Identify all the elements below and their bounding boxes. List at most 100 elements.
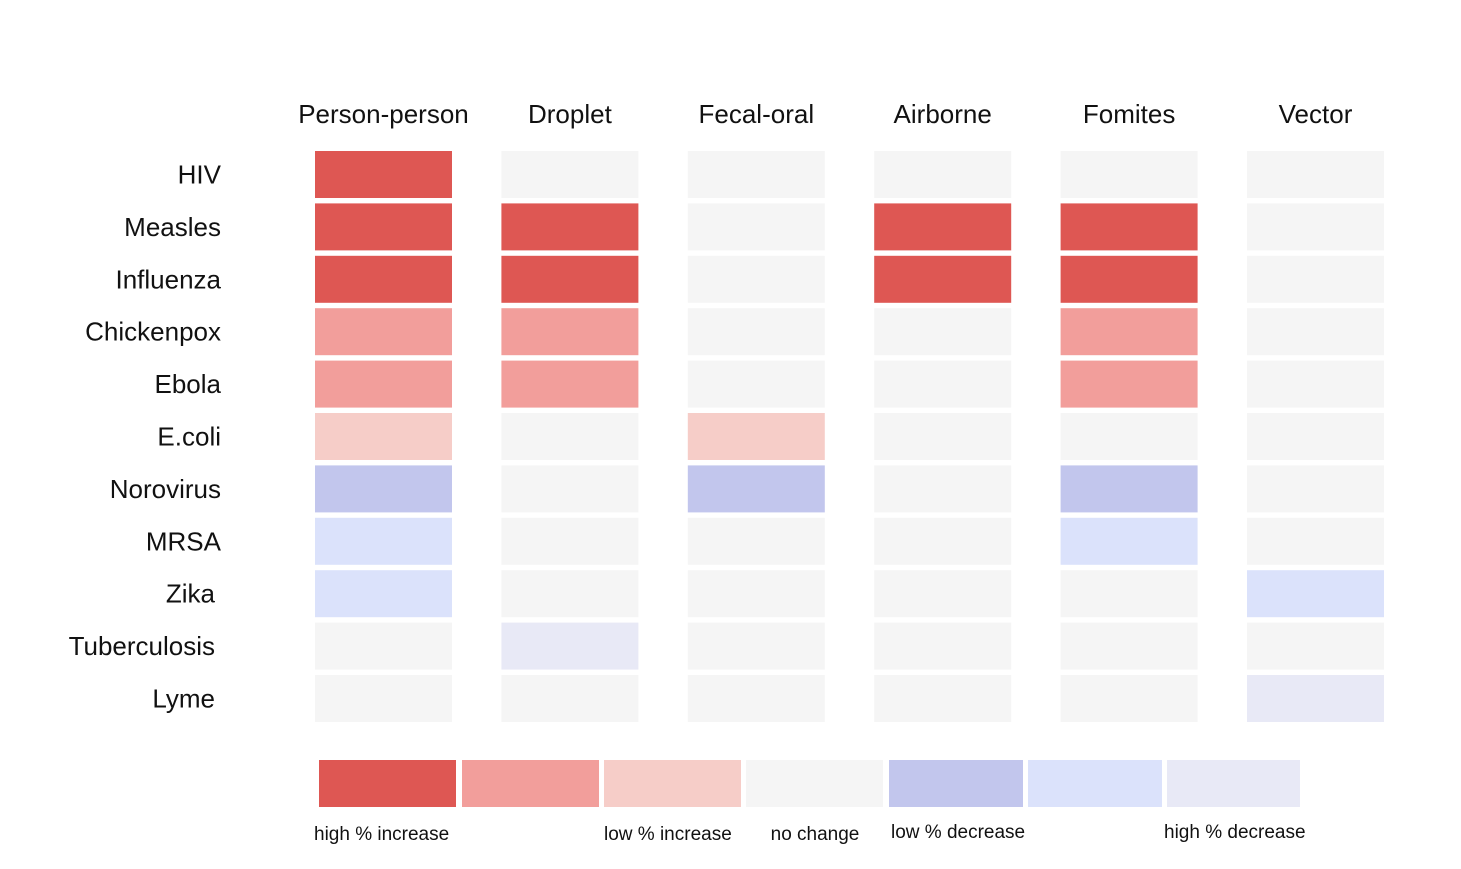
legend-label: low % increase	[604, 824, 732, 845]
heatmap-cell	[874, 255, 1012, 303]
legend-swatch	[889, 760, 1023, 807]
legend-swatch	[604, 760, 741, 807]
heatmap-cell	[501, 517, 639, 565]
heatmap-cell	[315, 308, 452, 356]
heatmap-cell	[687, 675, 825, 722]
heatmap-cell	[501, 622, 639, 670]
heatmap-cell	[315, 203, 452, 251]
heatmap-cell	[874, 360, 1012, 408]
heatmap-cell	[687, 465, 825, 513]
row-label: HIV	[178, 160, 222, 190]
heatmap-cells	[315, 151, 1384, 722]
heatmap-cell	[1247, 255, 1384, 303]
row-label: Tuberculosis	[69, 631, 215, 661]
heatmap-cell	[501, 308, 639, 356]
legend-label: high % decrease	[1164, 822, 1306, 843]
heatmap-cell	[687, 203, 825, 251]
heatmap-cell	[501, 465, 639, 513]
heatmap-cell	[501, 413, 639, 460]
heatmap-cell	[1247, 622, 1384, 670]
legend-label: no change	[771, 824, 860, 845]
legend: high % increase low % increase no change lo…	[314, 760, 1306, 845]
legend-swatch	[319, 760, 456, 807]
column-labels: Person-person Droplet Fecal-oral Airborne Fo…	[298, 99, 1352, 129]
heatmap-cell	[501, 203, 639, 251]
heatmap-cell	[501, 151, 639, 198]
heatmap-cell	[874, 465, 1012, 513]
heatmap-cell	[501, 360, 639, 408]
heatmap-cell	[687, 622, 825, 670]
column-label: Fecal-oral	[699, 99, 815, 129]
heatmap-cell	[1247, 203, 1384, 251]
heatmap-cell	[1247, 308, 1384, 356]
heatmap-cell	[1060, 465, 1198, 513]
heatmap-cell	[874, 570, 1012, 618]
heatmap-cell	[1247, 413, 1384, 460]
heatmap-cell	[1060, 622, 1198, 670]
heatmap-cell	[687, 255, 825, 303]
column-label: Person-person	[298, 99, 469, 129]
column-label: Vector	[1279, 99, 1353, 129]
heatmap-cell	[687, 517, 825, 565]
heatmap-cell	[1247, 675, 1384, 722]
heatmap-cell	[1060, 517, 1198, 565]
heatmap-cell	[1247, 517, 1384, 565]
heatmap-cell	[687, 151, 825, 198]
heatmap-cell	[687, 570, 825, 618]
heatmap-cell	[687, 360, 825, 408]
heatmap-cell	[1060, 151, 1198, 198]
heatmap-cell	[874, 517, 1012, 565]
row-label: Chickenpox	[85, 317, 221, 347]
row-label: Norovirus	[110, 474, 221, 504]
heatmap-cell	[1247, 151, 1384, 198]
row-label: Ebola	[155, 369, 222, 399]
heatmap-cell	[501, 675, 639, 722]
heatmap-cell	[1247, 465, 1384, 513]
column-label: Droplet	[528, 99, 613, 129]
row-label: Zika	[166, 579, 216, 609]
heatmap-cell	[874, 203, 1012, 251]
row-labels: HIV Measles Influenza Chickenpox Ebola E.coli…	[69, 160, 222, 714]
heatmap-cell	[315, 570, 452, 618]
legend-label: high % increase	[314, 824, 449, 845]
heatmap-cell	[874, 622, 1012, 670]
row-label: MRSA	[146, 526, 222, 556]
legend-swatch	[746, 760, 883, 807]
heatmap-cell	[687, 308, 825, 356]
column-label: Airborne	[894, 99, 992, 129]
heatmap-cell	[1060, 360, 1198, 408]
heatmap-cell	[1247, 360, 1384, 408]
heatmap-cell	[1060, 570, 1198, 618]
legend-swatch	[1028, 760, 1162, 807]
heatmap-cell	[1247, 570, 1384, 618]
heatmap-cell	[315, 151, 452, 198]
heatmap-cell	[315, 465, 452, 513]
column-label: Fomites	[1083, 99, 1175, 129]
heatmap-cell	[315, 360, 452, 408]
heatmap-cell	[315, 675, 452, 722]
heatmap-cell	[501, 570, 639, 618]
legend-label: low % decrease	[891, 822, 1025, 843]
row-label: Lyme	[152, 684, 215, 714]
row-label: Measles	[124, 212, 221, 242]
heatmap-cell	[874, 413, 1012, 460]
row-label: E.coli	[157, 422, 221, 452]
heatmap-cell	[315, 622, 452, 670]
heatmap-cell	[874, 675, 1012, 722]
heatmap-cell	[687, 413, 825, 460]
heatmap-cell	[874, 308, 1012, 356]
heatmap-cell	[1060, 203, 1198, 251]
heatmap-cell	[1060, 255, 1198, 303]
heatmap-cell	[315, 413, 452, 460]
heatmap-cell	[1060, 413, 1198, 460]
heatmap-cell	[315, 517, 452, 565]
heatmap-cell	[1060, 308, 1198, 356]
row-label: Influenza	[115, 264, 221, 294]
legend-swatch	[462, 760, 599, 807]
legend-swatch	[1167, 760, 1300, 807]
heatmap-cell	[874, 151, 1012, 198]
heatmap-cell	[315, 255, 452, 303]
heatmap-cell	[501, 255, 639, 303]
heatmap-cell	[1060, 675, 1198, 722]
